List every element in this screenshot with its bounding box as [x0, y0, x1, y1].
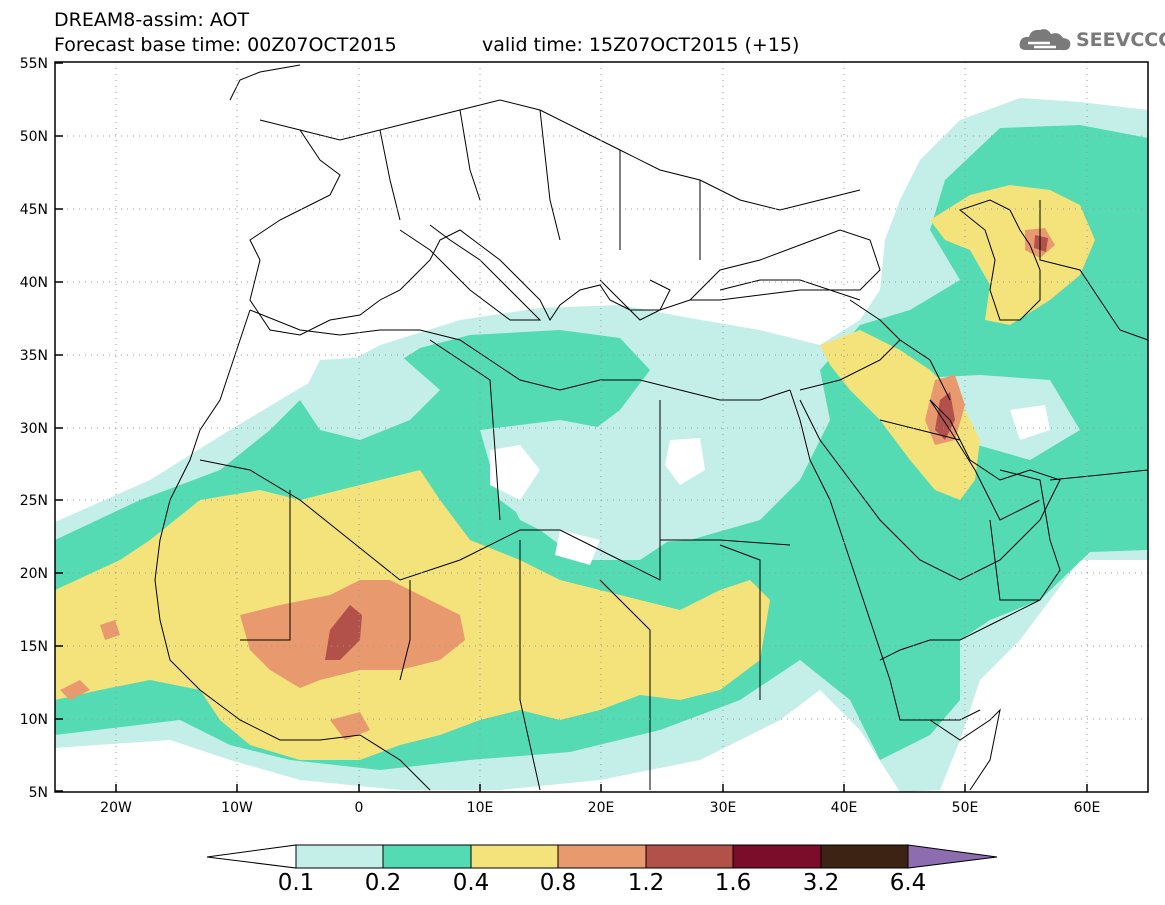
aot-area-level-4 [60, 680, 90, 700]
colorbar-label: 0.2 [364, 870, 402, 896]
aot-area-level-3 [820, 330, 980, 500]
colorbar-segment [382, 844, 472, 869]
coastline-layer [154, 64, 1148, 791]
coastline-arabia [799, 399, 1061, 581]
coastline-italy [399, 224, 542, 321]
lat-label: 15N [20, 639, 48, 655]
title-line-1: DREAM8-assim: AOT [54, 9, 250, 31]
colorbar-label: 0.8 [539, 870, 577, 896]
colorbar-segment [820, 844, 909, 869]
lat-label: 35N [20, 348, 48, 364]
aot-area-level-1-hole [300, 355, 440, 440]
grid-layer [55, 62, 1148, 792]
lat-label: 25N [20, 493, 48, 509]
colorbar-label: 1.6 [714, 870, 752, 896]
lon-label: 10E [467, 800, 494, 816]
coastline-africa [154, 309, 431, 791]
lat-label: 20N [20, 566, 48, 582]
lon-label: 20W [100, 800, 132, 816]
lat-label: 10N [20, 712, 48, 728]
lat-label: 55N [20, 56, 48, 72]
lon-label: 40E [831, 800, 858, 816]
lon-label: 0 [355, 800, 364, 816]
coastline-europe [229, 64, 861, 336]
lat-label: 30N [20, 421, 48, 437]
lon-label: 60E [1074, 800, 1101, 816]
lat-labels: 5N 10N 15N 20N 25N 30N 35N 40N 45N 50N 5… [20, 56, 48, 801]
lat-label: 45N [20, 202, 48, 218]
lon-label: 10W [221, 800, 253, 816]
lon-label: 30E [710, 800, 737, 816]
lat-label: 40N [20, 275, 48, 291]
tick-marks [55, 62, 1088, 792]
lat-label: 5N [29, 785, 48, 801]
forecast-base-time: Forecast base time: 00Z07OCT2015 [54, 34, 397, 56]
colorbar-segment [295, 844, 384, 869]
aot-area-level-4 [100, 620, 120, 640]
aot-area-level-0-hole [1010, 405, 1050, 440]
colorbar-label: 6.4 [889, 870, 927, 896]
colorbar-segment [645, 844, 734, 869]
coastline-greece [599, 279, 671, 321]
cloud-icon [1019, 29, 1071, 51]
lat-label: 50N [20, 129, 48, 145]
border-lines [199, 339, 791, 791]
colorbar-segment [732, 844, 822, 869]
coastline-persian-gulf [929, 399, 1041, 521]
lon-label: 50E [952, 800, 979, 816]
colorbar [206, 844, 998, 869]
colorbar-label: 1.2 [627, 870, 665, 896]
lon-labels: 20W 10W 0 10E 20E 30E 40E 50E 60E [100, 800, 1100, 816]
logo-text: SEEVCCC [1076, 29, 1165, 51]
border-lines-middle-east [799, 200, 1148, 601]
valid-time: valid time: 15Z07OCT2015 (+15) [482, 34, 800, 56]
coastline-caspian [958, 199, 1041, 321]
aot-area-level-4 [330, 712, 370, 740]
aot-area-level-5 [1034, 235, 1048, 252]
aot-area-level-3 [930, 185, 1095, 325]
colorbar-segment [557, 844, 647, 869]
aot-field-layer [55, 98, 1148, 792]
aot-area-level-0-hole [665, 438, 705, 485]
colorbar-high-arrow [907, 844, 998, 869]
coastline-arabia-east [879, 469, 1061, 661]
coastline-horn [929, 708, 1001, 791]
coastline-north-africa [249, 309, 791, 401]
colorbar-segment [470, 844, 559, 869]
coastline-black-sea [689, 229, 881, 301]
coastline-red-sea [789, 389, 981, 721]
border-lines-europe [299, 99, 861, 260]
colorbar-label: 0.4 [452, 870, 490, 896]
aot-area-level-0-hole [555, 530, 600, 565]
aot-area-level-5 [325, 605, 362, 660]
lon-label: 20E [588, 800, 615, 816]
colorbar-label: 0.1 [277, 870, 315, 896]
seevccc-logo: SEEVCCC [1018, 26, 1165, 54]
colorbar-low-arrow [206, 844, 297, 869]
colorbar-label: 3.2 [802, 870, 840, 896]
aot-area-level-0-hole [490, 445, 540, 500]
